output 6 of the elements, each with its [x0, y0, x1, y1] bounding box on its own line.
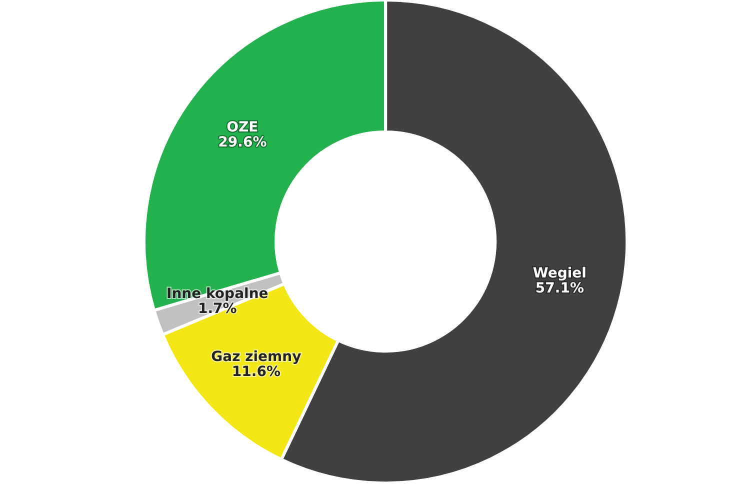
data-label: 29.6% — [218, 134, 267, 150]
data-label: 57.1% — [535, 280, 584, 297]
slice-label: OZE — [226, 119, 258, 136]
slice-label: Wegiel — [532, 266, 586, 282]
slice-label: Gaz ziemny — [211, 349, 302, 366]
data-label: 11.6% — [232, 364, 280, 380]
